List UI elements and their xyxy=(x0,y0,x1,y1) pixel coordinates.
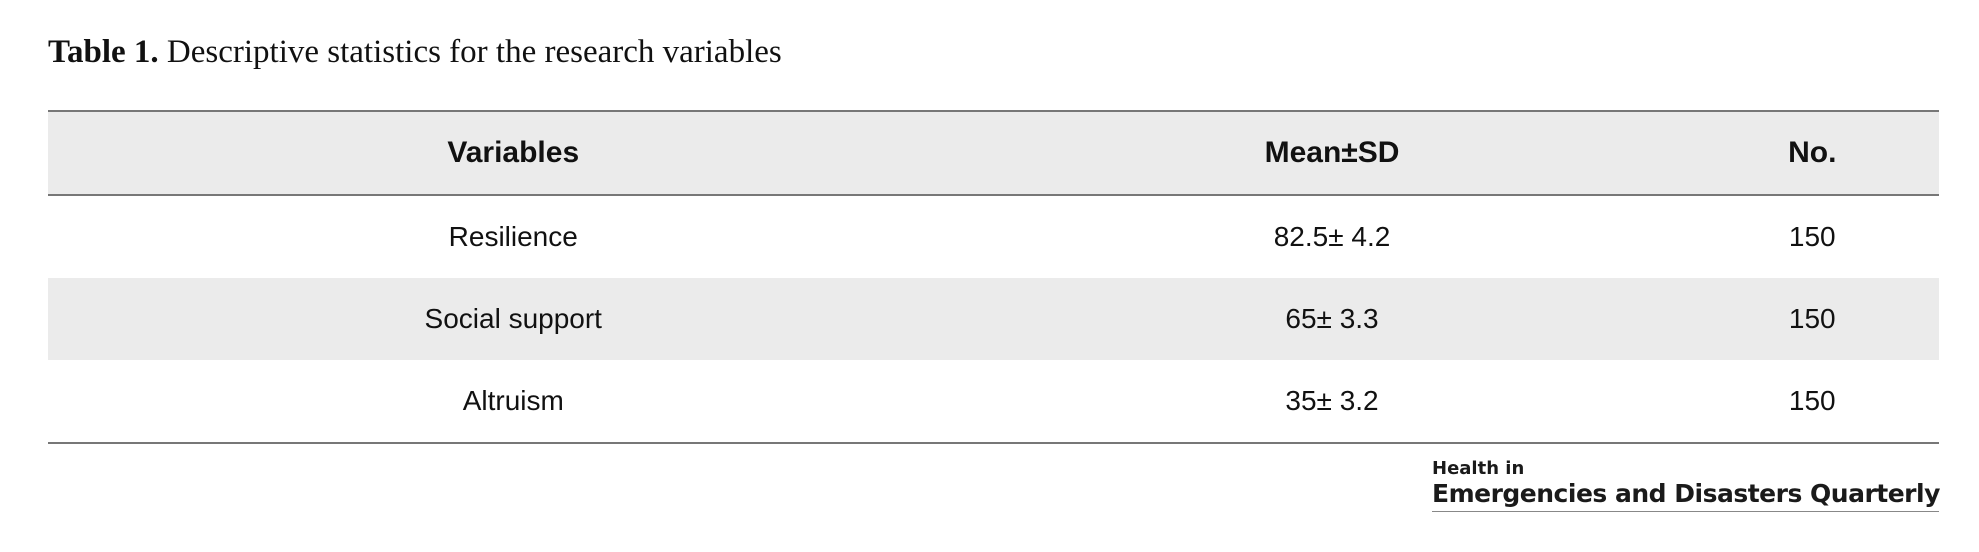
table-cell: Altruism xyxy=(48,360,979,444)
table-cell: 82.5± 4.2 xyxy=(1273,221,1391,252)
header-cell: Variables xyxy=(48,110,979,196)
table-cell: Resilience xyxy=(448,221,578,252)
header-cell: No. xyxy=(1685,110,1939,196)
table-cell: 150 xyxy=(1788,221,1836,252)
table-cell: 35± 3.2 xyxy=(978,360,1686,444)
logo-line: Health in xyxy=(1432,458,1525,479)
table-body: Resilience 82.5± 4.2 150 Social support 65± … xyxy=(48,195,1939,444)
table-row: Altruism 35± 3.2 150 xyxy=(48,360,1939,444)
table: Variables Mean±SD No. Resilience 82.5± 4.2 1… xyxy=(48,110,1939,444)
header-row: Variables Mean±SD No. xyxy=(48,110,1939,196)
table-cell: 150 xyxy=(1685,278,1939,360)
table-cell: 65± 3.3 xyxy=(978,278,1686,360)
caption-label: Table 1. xyxy=(48,34,159,70)
table-cell: 150 xyxy=(1685,360,1939,444)
table-row: Social support 65± 3.3 150 xyxy=(48,278,1939,360)
table-caption: Table 1. Descriptive statistics for the … xyxy=(48,34,782,71)
logo-line: Emergencies and Disasters Quarterly xyxy=(1432,479,1940,508)
table-cell: Social support xyxy=(48,278,979,360)
header-cell: Mean±SD xyxy=(978,110,1686,196)
table-row: Resilience 82.5± 4.2 150 xyxy=(48,195,1939,278)
caption-text: Descriptive statistics for the research … xyxy=(166,34,782,70)
journal-logo: Health in Emergencies and Disasters Quar… xyxy=(1432,458,1940,512)
